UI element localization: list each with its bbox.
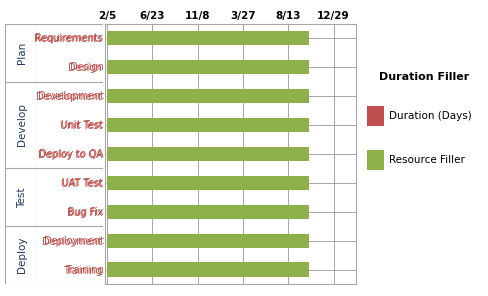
Bar (107, 147, 309, 161)
Text: Resource Filler: Resource Filler (389, 155, 465, 165)
Text: Duration Filler: Duration Filler (380, 72, 469, 82)
Text: Plan: Plan (18, 41, 27, 64)
Text: Deploy: Deploy (18, 237, 27, 274)
Text: Test: Test (18, 187, 27, 207)
Bar (107, 205, 309, 219)
Text: Training: Training (65, 265, 103, 275)
Text: Design: Design (70, 62, 103, 72)
Text: Deployment: Deployment (43, 236, 103, 246)
Bar (367, 106, 384, 126)
Bar (107, 234, 309, 248)
Text: Deploy to QA: Deploy to QA (39, 149, 103, 159)
Text: Requirements: Requirements (35, 33, 103, 43)
Bar (107, 60, 309, 74)
Text: Unit Test: Unit Test (61, 120, 103, 130)
Bar (107, 89, 309, 103)
Bar (107, 118, 309, 132)
Bar (107, 31, 309, 45)
Text: Development: Development (38, 91, 103, 101)
Bar (107, 263, 309, 277)
Text: UAT Test: UAT Test (62, 178, 103, 188)
Text: Duration (Days): Duration (Days) (389, 111, 472, 121)
Bar (107, 176, 309, 190)
Text: Develop: Develop (18, 104, 27, 147)
Text: Bug Fix: Bug Fix (68, 207, 103, 217)
Bar (367, 150, 384, 170)
